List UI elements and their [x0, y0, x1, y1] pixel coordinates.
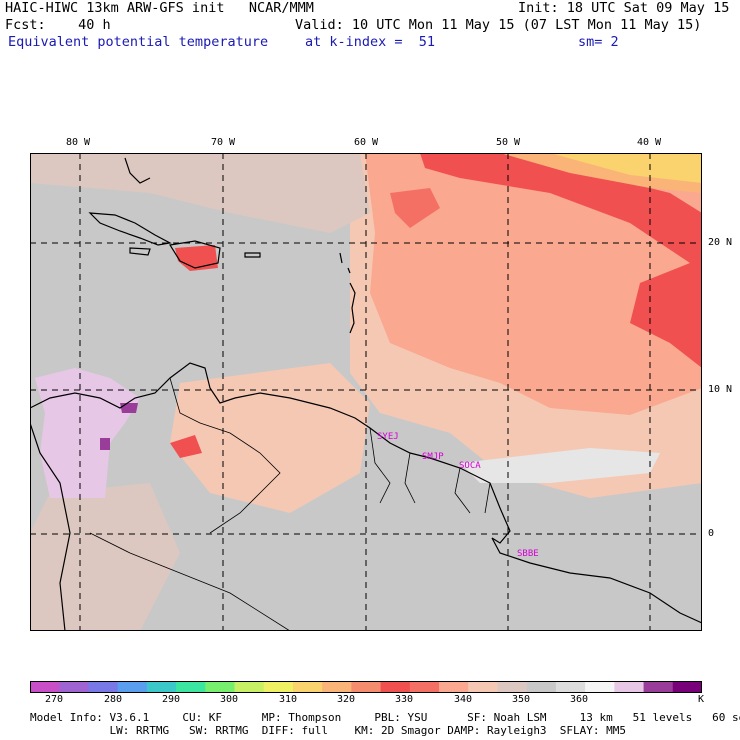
colorbar-tick-320: 320 [337, 694, 356, 705]
colorbar-cell [497, 681, 528, 693]
theta-e-330-patch [390, 188, 440, 228]
lat-label-10n: 10 N [708, 384, 733, 395]
theta-e-330-band [420, 153, 702, 368]
venezuela-guyana-border [369, 427, 391, 504]
colorbar-tick-350: 350 [512, 694, 531, 705]
station-smjp: SMJP [422, 452, 444, 462]
south-america-north-coast [30, 362, 511, 544]
lon-label-60w: 60 W [354, 137, 379, 148]
colorbar-tick-280: 280 [104, 694, 123, 705]
colombia-peru-border [89, 532, 291, 631]
valid-time: Valid: 10 UTC Mon 11 May 15 (07 LST Mon … [295, 17, 702, 33]
colorbar-cell [263, 681, 294, 693]
colorbar-cell [439, 681, 469, 693]
colorbar-cell [146, 681, 177, 693]
colorbar-cell [234, 681, 265, 693]
colorbar-cell [643, 681, 674, 693]
coastlines [30, 157, 702, 631]
lon-label-40w: 40 W [637, 137, 662, 148]
colorbar-cell [468, 681, 498, 693]
forecast-hour: Fcst: 40 h [5, 17, 111, 33]
colorbar-frame [30, 681, 702, 693]
header-title: HAIC-HIWC 13km ARW-GFS init NCAR/MMM [5, 0, 314, 16]
cuba-coast [88, 212, 172, 246]
puerto-rico-coast [244, 252, 261, 258]
colorbar-cell [585, 681, 615, 693]
smoothing-info: sm= 2 [578, 34, 619, 50]
init-time: Init: 18 UTC Sat 09 May 15 [518, 0, 730, 16]
map-frame [30, 153, 702, 631]
colorbar-tick-270: 270 [45, 694, 64, 705]
colorbar-cell [380, 681, 411, 693]
field-name: Equivalent potential temperature [8, 34, 269, 50]
colorbar-cell [117, 681, 148, 693]
pacific-coast [30, 422, 71, 631]
theta-e-360-region [35, 368, 140, 498]
level-info: at k-index = 51 [305, 34, 436, 50]
colombia-venezuela-border [169, 377, 281, 534]
colorbar-cell [30, 681, 60, 693]
lon-label-50w: 50 W [496, 137, 521, 148]
theta-e-320-region [550, 153, 702, 183]
colorbar-cell [351, 681, 382, 693]
lon-label-70w: 70 W [211, 137, 236, 148]
station-syej: SYEJ [377, 432, 399, 442]
lon-label-80w: 80 W [66, 137, 91, 148]
station-sbbe: SBBE [517, 549, 539, 559]
colorbar-tick-340: 340 [454, 694, 473, 705]
colorbar-cell [409, 681, 440, 693]
theta-e-335-region [365, 153, 702, 415]
theta-e-hispaniola [175, 245, 218, 271]
jamaica-coast [129, 247, 151, 256]
lesser-antilles [349, 282, 356, 334]
colorbar-cell [614, 681, 645, 693]
theta-e-365-spot-2 [100, 438, 110, 450]
leeward-islands [339, 252, 351, 274]
brazil-coast [491, 537, 702, 624]
lat-label-20n: 20 N [708, 237, 733, 248]
colorbar-cells [30, 681, 702, 693]
colorbar-tick-330: 330 [395, 694, 414, 705]
model-info-line1: Model Info: V3.6.1 CU: KF MP: Thompson P… [30, 711, 740, 724]
theta-e-355-patch [460, 448, 660, 483]
borders [89, 377, 491, 631]
bahamas-coast [124, 157, 151, 184]
theta-e-colombia-hot [170, 435, 202, 458]
colorbar [30, 681, 702, 693]
colorbar-unit: K [698, 694, 705, 705]
theta-e-venezuela [170, 363, 370, 513]
colorbar-cell [322, 681, 352, 693]
suriname-guiana-border [454, 467, 471, 514]
colorbar-tick-310: 310 [279, 694, 298, 705]
colorbar-cell [292, 681, 323, 693]
colorbar-cell [555, 681, 586, 693]
colorbar-tick-290: 290 [162, 694, 181, 705]
colorbar-cell [526, 681, 557, 693]
colorbar-cell [672, 681, 702, 693]
theta-e-365-spot [120, 403, 138, 413]
colorbar-tick-360: 360 [570, 694, 589, 705]
colorbar-cell [205, 681, 236, 693]
guiana-brazil-border [484, 482, 491, 514]
hispaniola-coast [169, 240, 221, 269]
colorbar-tick-300: 300 [220, 694, 239, 705]
lat-label-0: 0 [708, 528, 715, 539]
graticule [30, 153, 702, 631]
colorbar-cell [176, 681, 206, 693]
theta-e-345-north [30, 153, 370, 233]
model-info-line2: LW: RRTMG SW: RRTMG DIFF: full KM: 2D Sm… [30, 724, 627, 737]
colorbar-cell [59, 681, 89, 693]
colorbar-cell [88, 681, 119, 693]
guyana-suriname-border [404, 452, 416, 504]
theta-e-map [30, 153, 702, 631]
station-soca: SOCA [459, 461, 481, 471]
